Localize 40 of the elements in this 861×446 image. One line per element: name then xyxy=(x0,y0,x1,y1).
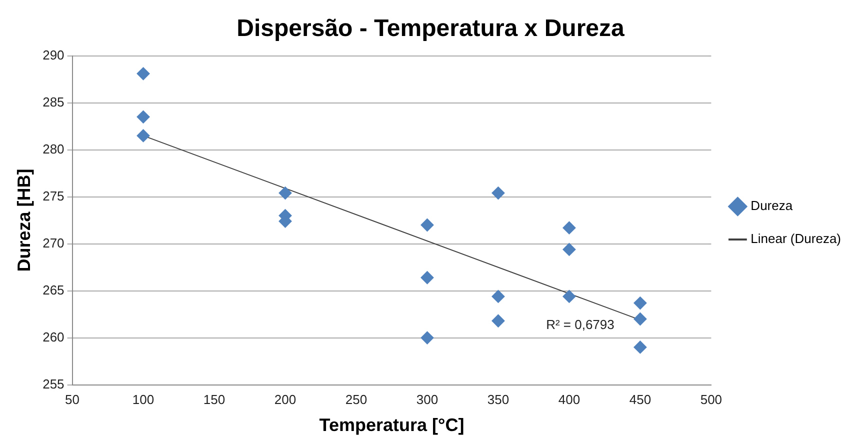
point xyxy=(420,218,434,232)
legend-label: Dureza xyxy=(750,198,794,214)
y-tick-label: 275 xyxy=(42,188,64,204)
y-tick-label: 270 xyxy=(42,235,64,250)
x-tick-label: 450 xyxy=(629,392,652,408)
point xyxy=(492,290,505,303)
y-tick-label: 255 xyxy=(42,376,64,392)
y-tick-label: 265 xyxy=(42,282,64,298)
x-tick-label: 150 xyxy=(203,392,226,408)
legend-label: Linear (Dureza) xyxy=(750,231,842,246)
x-tick-label: 500 xyxy=(700,392,722,408)
y-tick-label: 285 xyxy=(42,94,64,110)
point xyxy=(562,242,576,256)
point xyxy=(136,110,150,124)
annotation: R² = 0,6793 xyxy=(546,317,614,332)
point xyxy=(420,271,434,284)
x-tick-label: 100 xyxy=(132,392,154,408)
x-axis-title: Temperatura [°C] xyxy=(319,415,464,436)
y-tick-label: 280 xyxy=(42,141,64,156)
point xyxy=(634,340,647,354)
y-tick-label: 260 xyxy=(42,329,64,344)
point xyxy=(634,312,647,326)
point xyxy=(562,290,576,303)
x-tick-label: 200 xyxy=(274,392,296,408)
point xyxy=(634,296,647,310)
x-tick-label: 300 xyxy=(416,392,438,408)
point xyxy=(278,186,292,200)
x-tick-label: 250 xyxy=(345,392,368,408)
y-axis-title: Dureza [HB] xyxy=(14,168,34,272)
point xyxy=(562,221,576,234)
point xyxy=(492,186,505,200)
x-tick-label: 400 xyxy=(558,392,580,408)
point xyxy=(136,129,150,142)
x-tick-label: 50 xyxy=(65,392,80,408)
point xyxy=(136,67,150,80)
y-tick-label: 290 xyxy=(42,47,64,62)
chart-title: Dispersão - Temperatura x Dureza xyxy=(236,15,625,42)
point xyxy=(420,331,434,344)
point xyxy=(492,314,505,328)
x-tick-label: 350 xyxy=(487,392,510,408)
